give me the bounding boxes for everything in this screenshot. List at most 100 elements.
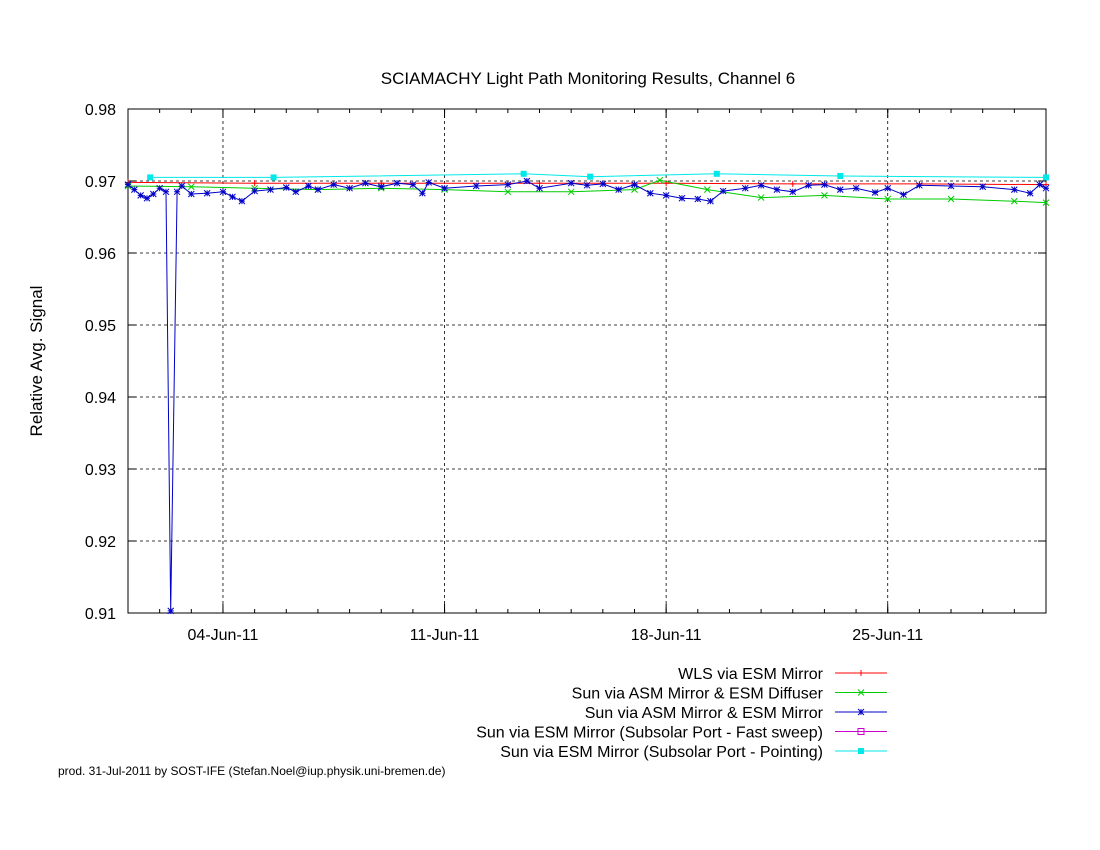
data-point bbox=[852, 184, 860, 192]
data-point bbox=[147, 174, 154, 181]
data-point bbox=[713, 170, 720, 177]
production-footer: prod. 31-Jul-2011 by SOST-IFE (Stefan.No… bbox=[58, 764, 446, 778]
data-point bbox=[821, 181, 828, 188]
data-point bbox=[916, 181, 923, 189]
series-line bbox=[127, 180, 1047, 611]
data-point bbox=[979, 183, 987, 191]
data-point bbox=[631, 186, 638, 193]
data-point bbox=[187, 190, 195, 198]
data-point bbox=[203, 189, 211, 197]
data-point bbox=[178, 182, 186, 190]
data-point bbox=[167, 607, 175, 615]
data-point bbox=[1026, 189, 1034, 197]
data-point bbox=[504, 181, 512, 188]
data-point bbox=[821, 192, 828, 199]
data-point bbox=[1036, 181, 1044, 188]
legend-label: Sun via ESM Mirror (Subsolar Port - Poin… bbox=[500, 744, 823, 761]
legend-label: Sun via ASM Mirror & ESM Mirror bbox=[585, 705, 824, 722]
data-point bbox=[267, 186, 274, 193]
data-point bbox=[587, 173, 594, 180]
data-point bbox=[251, 187, 258, 195]
data-point bbox=[719, 187, 727, 195]
data-point bbox=[1042, 184, 1050, 192]
data-point bbox=[124, 181, 132, 188]
data-point bbox=[238, 197, 246, 205]
data-point bbox=[149, 190, 157, 198]
y-axis: 0.91 0.92 0.93 0.94 0.95 0.96 0.97 0.98 bbox=[85, 102, 1046, 623]
y-tick-label: 0.95 bbox=[85, 318, 116, 335]
legend-label: WLS via ESM Mirror bbox=[678, 666, 824, 683]
x-tick-label: 04-Jun-11 bbox=[188, 627, 259, 644]
chart-title: SCIAMACHY Light Path Monitoring Results,… bbox=[381, 69, 796, 88]
data-point bbox=[1042, 199, 1050, 206]
data-point bbox=[615, 186, 623, 193]
data-point bbox=[162, 188, 170, 196]
data-point bbox=[536, 180, 543, 187]
data-point bbox=[292, 188, 300, 196]
data-point bbox=[1010, 186, 1018, 193]
data-point bbox=[583, 181, 591, 189]
data-point bbox=[646, 189, 654, 197]
data-point bbox=[884, 184, 892, 192]
data-point bbox=[270, 174, 277, 181]
data-point bbox=[567, 179, 575, 187]
series-4 bbox=[147, 170, 1049, 181]
legend-item: Sun via ASM Mirror & ESM Mirror bbox=[585, 705, 887, 722]
data-point bbox=[871, 189, 879, 196]
data-point bbox=[187, 183, 195, 191]
series-2 bbox=[124, 177, 1050, 615]
y-tick-label: 0.96 bbox=[85, 246, 116, 263]
y-tick-label: 0.98 bbox=[85, 102, 116, 119]
data-point bbox=[631, 181, 638, 188]
data-point bbox=[219, 188, 227, 196]
data-point bbox=[656, 176, 664, 184]
data-point bbox=[156, 184, 164, 192]
data-point bbox=[229, 193, 236, 201]
data-point bbox=[773, 186, 781, 193]
data-point bbox=[1043, 174, 1049, 181]
data-point bbox=[441, 184, 448, 192]
data-point bbox=[419, 189, 426, 197]
data-point bbox=[520, 170, 527, 177]
x-tick-label: 11-Jun-11 bbox=[410, 627, 480, 644]
data-point bbox=[282, 184, 290, 191]
data-point bbox=[837, 172, 844, 179]
data-point bbox=[567, 188, 575, 196]
legend-item: Sun via ESM Mirror (Subsolar Port - Fast… bbox=[476, 725, 887, 742]
data-point bbox=[173, 188, 181, 196]
data-point bbox=[314, 186, 322, 193]
legend-marker bbox=[857, 728, 865, 735]
y-tick-label: 0.93 bbox=[85, 462, 116, 479]
data-point bbox=[346, 184, 353, 192]
x-axis: 04-Jun-11 11-Jun-11 18-Jun-11 25-Jun-11 bbox=[127, 109, 1047, 644]
x-tick-label: 18-Jun-11 bbox=[631, 627, 702, 644]
data-point bbox=[472, 182, 480, 190]
data-point bbox=[305, 182, 312, 190]
series-line bbox=[150, 173, 1047, 178]
plot-series bbox=[124, 170, 1050, 615]
data-point bbox=[703, 186, 711, 193]
x-tick-label: 25-Jun-11 bbox=[852, 627, 923, 644]
y-tick-label: 0.94 bbox=[85, 390, 116, 407]
legend-item: WLS via ESM Mirror bbox=[678, 666, 887, 683]
data-point bbox=[523, 177, 531, 185]
data-point bbox=[377, 183, 385, 191]
y-tick-label: 0.92 bbox=[85, 534, 116, 551]
data-point bbox=[599, 180, 607, 188]
legend-marker bbox=[857, 689, 865, 696]
series-1 bbox=[124, 176, 1050, 206]
data-point bbox=[143, 194, 151, 202]
data-point bbox=[884, 195, 892, 203]
data-point bbox=[757, 194, 765, 201]
data-point bbox=[707, 197, 714, 205]
y-tick-label: 0.97 bbox=[85, 174, 116, 191]
legend-item: Sun via ESM Mirror (Subsolar Port - Poin… bbox=[500, 744, 887, 761]
data-point bbox=[330, 181, 338, 188]
data-point bbox=[805, 181, 812, 189]
data-point bbox=[741, 184, 749, 192]
data-point bbox=[137, 192, 145, 199]
legend-label: Sun via ASM Mirror & ESM Diffuser bbox=[572, 686, 824, 703]
grid bbox=[128, 109, 1046, 613]
data-point bbox=[1010, 197, 1018, 205]
